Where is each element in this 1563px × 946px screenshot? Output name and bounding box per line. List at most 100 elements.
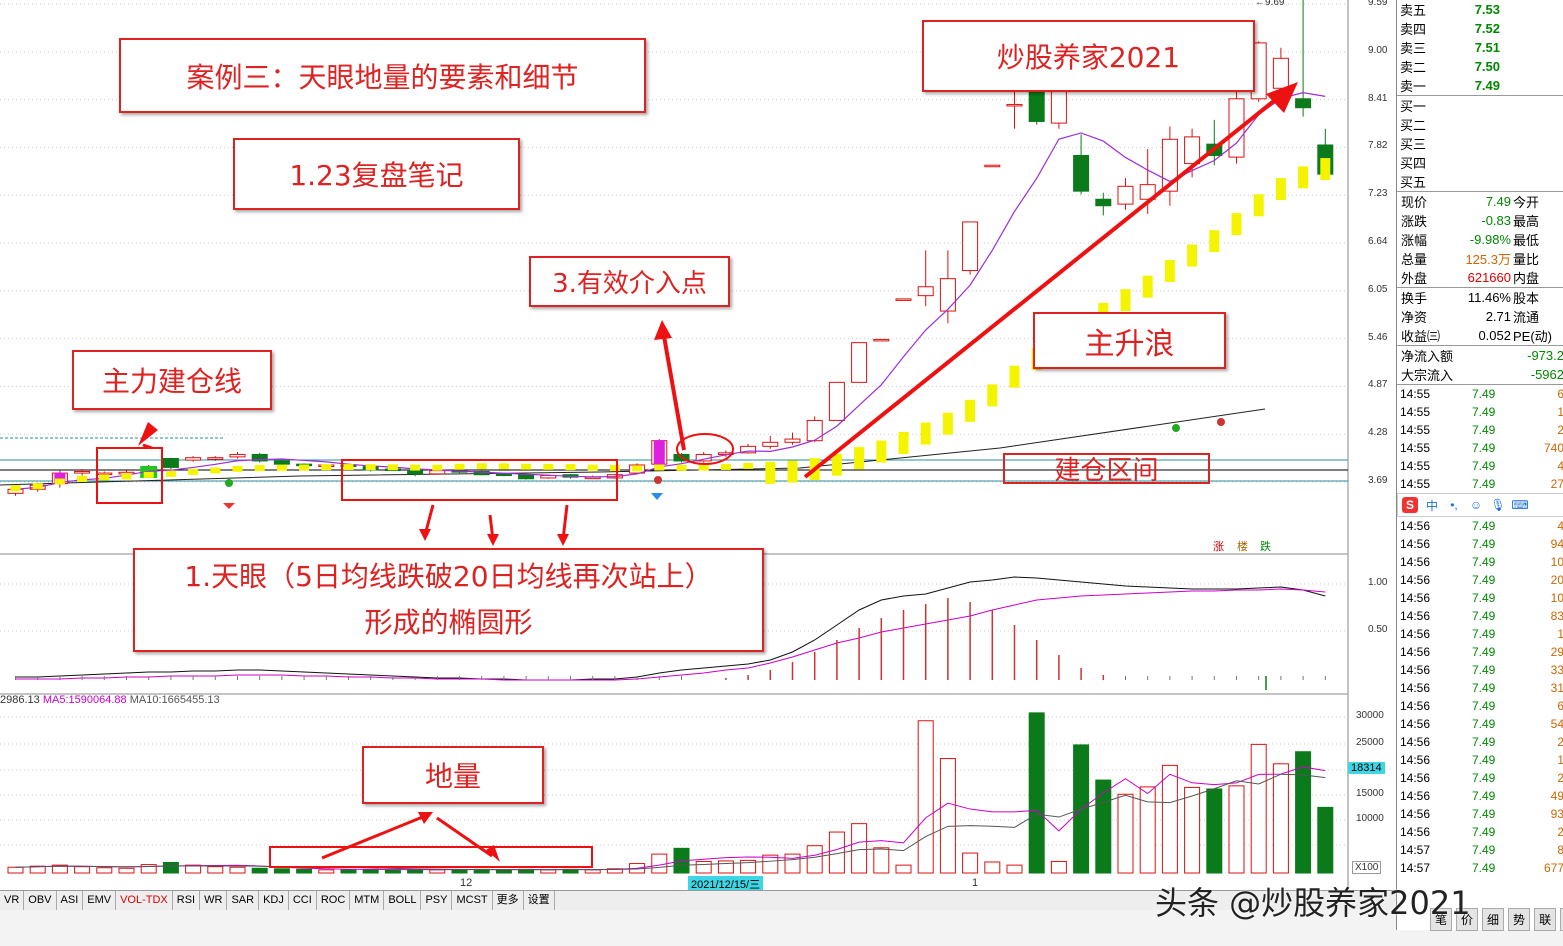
indicator-tab-mtm[interactable]: MTM bbox=[350, 891, 385, 911]
indicator-tab-vr[interactable]: VR bbox=[0, 891, 25, 911]
candle-body bbox=[1295, 98, 1312, 109]
panel-tab[interactable]: 细 bbox=[1482, 908, 1505, 931]
tick-time: 14:56 bbox=[1400, 825, 1431, 839]
ime-lang-toggle[interactable]: 中 bbox=[1425, 498, 1438, 513]
volume-bar bbox=[495, 869, 512, 874]
main-wave-arrow bbox=[803, 90, 1287, 479]
indicator-tab-obv[interactable]: OBV bbox=[24, 891, 57, 911]
volume-bar bbox=[296, 868, 313, 874]
ma20-segment bbox=[410, 464, 421, 471]
kline-chart-svg[interactable] bbox=[0, 0, 1396, 890]
tick-price: 7.49 bbox=[1472, 459, 1496, 473]
brand-box: 炒股养家2021 bbox=[922, 20, 1255, 92]
volume-bar bbox=[939, 758, 956, 874]
indicator-tab-vol-tdx[interactable]: VOL-TDX bbox=[116, 891, 173, 911]
bid-label: 买二 bbox=[1400, 118, 1427, 133]
tick-row: 14:57 7.49 8 bbox=[1397, 841, 1563, 859]
bid-list: 买一 买二 买三 买四 买五 bbox=[1397, 96, 1563, 192]
candle-body bbox=[1073, 155, 1090, 192]
main-wave-arrowhead bbox=[1266, 82, 1298, 113]
candle-body bbox=[895, 298, 912, 301]
volume-bar bbox=[1028, 712, 1045, 874]
emoji-icon[interactable]: ☺ bbox=[1469, 498, 1483, 512]
candle-body bbox=[229, 453, 246, 458]
ask-row: 卖五 7.53 bbox=[1397, 0, 1563, 19]
tick-row: 14:57 7.49 677 bbox=[1397, 859, 1563, 877]
ime-toolbar[interactable]: S 中 •, ☺ 🎙 ⌨ bbox=[1397, 493, 1563, 517]
sogou-logo-icon[interactable]: S bbox=[1402, 497, 1418, 513]
kline-chart-area[interactable]: 9.59 9.00 8.41 7.82 7.23 6.64 6.05 5.46 4.87 4.28… bbox=[0, 0, 1396, 892]
indicator-tab-emv[interactable]: EMV bbox=[83, 891, 117, 911]
tick-time: 14:56 bbox=[1400, 807, 1431, 821]
indicator-tab-rsi[interactable]: RSI bbox=[173, 891, 201, 911]
tick-time: 14:56 bbox=[1400, 645, 1431, 659]
ma20-segment bbox=[632, 465, 643, 472]
indicator-tab-mcst[interactable]: MCST bbox=[452, 891, 493, 911]
ma20-segment bbox=[1298, 166, 1309, 189]
candle-body bbox=[962, 221, 979, 272]
tick-price: 7.49 bbox=[1472, 609, 1496, 623]
volume-bar bbox=[118, 867, 135, 874]
volume-value-badge: 18314 bbox=[1348, 762, 1385, 774]
quote-right-label: 今开 bbox=[1513, 195, 1540, 210]
fundamental-label: 收益㈢ bbox=[1401, 329, 1441, 344]
indicator-tab-更多[interactable]: 更多 bbox=[493, 891, 524, 911]
volume-bar bbox=[651, 853, 668, 874]
tick-volume: 10 bbox=[1550, 555, 1563, 569]
panel-tab[interactable]: 联 bbox=[1534, 908, 1557, 931]
indicator-tab-sar[interactable]: SAR bbox=[227, 891, 260, 911]
ma20-segment bbox=[77, 475, 88, 482]
volume-bar bbox=[140, 864, 157, 874]
candle-body bbox=[828, 381, 845, 421]
fund-flows: 净流入额 -973.2 大宗流入 -5962 bbox=[1397, 346, 1563, 385]
bid-row: 买一 bbox=[1397, 96, 1563, 115]
volume-bar bbox=[1317, 806, 1334, 874]
volume-bar bbox=[51, 864, 68, 874]
ask-price: 7.51 bbox=[1474, 40, 1500, 55]
ma20-segment bbox=[920, 422, 931, 445]
bid-row: 买四 bbox=[1397, 153, 1563, 172]
tick-time: 14:55 bbox=[1400, 423, 1431, 437]
ma20-segment bbox=[987, 384, 998, 407]
ma20-segment bbox=[343, 464, 354, 471]
tick-time: 14:57 bbox=[1400, 861, 1431, 875]
volume-bar bbox=[873, 847, 890, 874]
ask-row: 卖二 7.50 bbox=[1397, 57, 1563, 76]
tick-price: 7.49 bbox=[1472, 843, 1496, 857]
tick-price: 7.49 bbox=[1472, 405, 1496, 419]
panel-tab[interactable]: 笔 bbox=[1430, 908, 1453, 931]
indicator-tab-kdj[interactable]: KDJ bbox=[259, 891, 289, 911]
volume-bar bbox=[340, 869, 357, 874]
indicator-tab-psy[interactable]: PSY bbox=[421, 891, 453, 911]
indicator-tab-asi[interactable]: ASI bbox=[57, 891, 84, 911]
indicator-tab-cci[interactable]: CCI bbox=[289, 891, 317, 911]
indicator-tab-boll[interactable]: BOLL bbox=[384, 891, 422, 911]
tick-price: 7.49 bbox=[1472, 519, 1496, 533]
ask-price: 7.50 bbox=[1474, 59, 1500, 74]
ma20-segment bbox=[1142, 275, 1153, 298]
tick-time: 14:56 bbox=[1400, 555, 1431, 569]
indicator-tab-roc[interactable]: ROC bbox=[317, 891, 351, 911]
ma20-segment bbox=[587, 464, 598, 471]
microphone-icon[interactable]: 🎙 bbox=[1490, 498, 1506, 512]
keyboard-icon[interactable]: ⌨ bbox=[1511, 498, 1529, 512]
ask-price: 7.52 bbox=[1474, 21, 1500, 36]
quote-label: 现价 bbox=[1401, 195, 1428, 210]
ask-row: 卖四 7.52 bbox=[1397, 19, 1563, 38]
tick-price: 7.49 bbox=[1472, 807, 1496, 821]
price-tick-label: 9.00 bbox=[1368, 44, 1388, 56]
tick-price: 7.49 bbox=[1472, 861, 1496, 875]
ma20-segment bbox=[432, 464, 443, 471]
panel-tab[interactable]: 势 bbox=[1508, 908, 1531, 931]
price-tick-label: 3.69 bbox=[1368, 475, 1388, 486]
main-line-box: 主力建仓线 bbox=[72, 350, 272, 410]
panel-tab[interactable]: 价 bbox=[1456, 908, 1479, 931]
low-volume-arrow bbox=[436, 816, 493, 858]
ime-punct-toggle[interactable]: •, bbox=[1450, 498, 1458, 512]
indicator-tab-设置[interactable]: 设置 bbox=[524, 891, 555, 911]
tick-price: 7.49 bbox=[1472, 735, 1496, 749]
indicator-tab-wr[interactable]: WR bbox=[200, 891, 228, 911]
panel-tab[interactable]: 值 bbox=[1560, 908, 1563, 931]
quote-summary: 现价 7.49 今开 涨跌 -0.83 最高 涨幅 -9.98% 最低 总量 125.3万 量比 外盘 6… bbox=[1397, 192, 1563, 288]
candle-body bbox=[162, 458, 179, 468]
